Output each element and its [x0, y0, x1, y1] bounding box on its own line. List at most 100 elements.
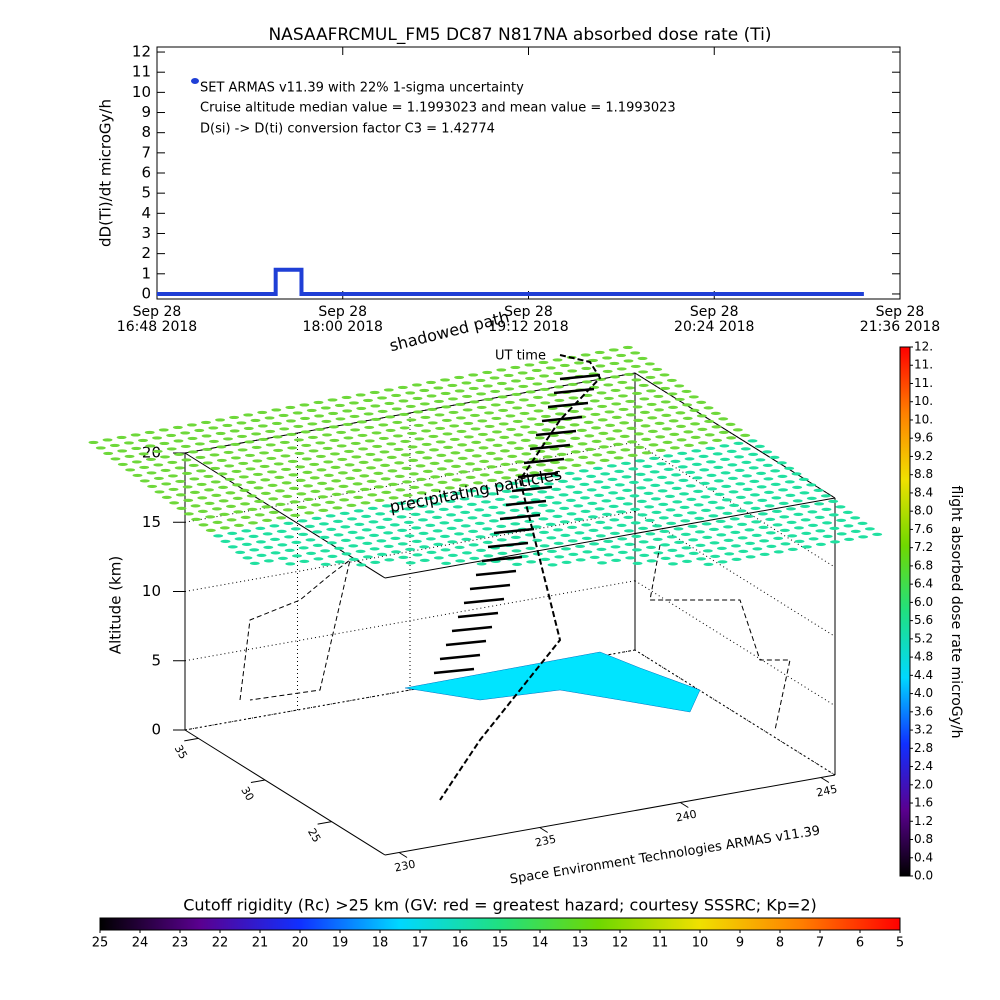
particle — [388, 496, 399, 500]
particle — [491, 430, 502, 434]
y-tick-label: 6 — [141, 164, 151, 182]
particle — [375, 512, 386, 516]
particle — [588, 528, 599, 532]
particle — [468, 373, 479, 377]
particle — [672, 513, 683, 517]
particle — [430, 475, 441, 479]
particle — [637, 513, 648, 517]
particle — [493, 457, 504, 461]
particle — [690, 435, 701, 439]
particle — [539, 387, 550, 392]
particle — [377, 396, 388, 400]
particle — [487, 478, 498, 482]
particle — [538, 360, 549, 365]
particle — [353, 509, 364, 513]
particle — [348, 401, 359, 405]
particle — [447, 540, 458, 544]
particle — [639, 410, 650, 415]
particle — [545, 366, 556, 370]
particle — [652, 381, 663, 385]
particle — [573, 517, 584, 521]
particle — [391, 407, 402, 411]
y-tick-label: 2 — [141, 244, 151, 262]
particle — [313, 400, 324, 405]
particle — [709, 541, 720, 545]
particle — [205, 528, 216, 532]
particle — [630, 364, 641, 369]
particle — [490, 389, 501, 394]
particle — [319, 535, 330, 539]
particle — [226, 504, 236, 509]
particle — [454, 545, 465, 549]
particle — [316, 468, 327, 472]
z-tick-label: 15 — [142, 513, 161, 531]
particle — [759, 539, 770, 543]
particle — [800, 504, 811, 508]
particle — [330, 465, 341, 470]
particle — [601, 512, 612, 516]
particle — [534, 422, 545, 427]
particle — [483, 397, 494, 402]
particle — [686, 497, 697, 501]
particle — [270, 551, 281, 555]
particle — [478, 446, 489, 450]
particle — [680, 532, 691, 536]
flight-segment — [499, 513, 541, 521]
particle — [176, 506, 187, 511]
particle — [476, 548, 487, 552]
particle — [131, 460, 142, 464]
particle — [624, 372, 635, 377]
particle — [625, 399, 636, 404]
particle — [307, 422, 318, 426]
particle — [503, 373, 514, 378]
x-tick-label: 245 — [815, 782, 838, 799]
particle — [642, 464, 653, 468]
particle — [604, 410, 615, 414]
particle — [511, 392, 522, 397]
particle — [700, 495, 711, 499]
particle — [714, 492, 725, 496]
particle — [468, 386, 479, 391]
particle — [323, 460, 334, 464]
particle — [384, 401, 395, 406]
particle — [431, 502, 442, 506]
particle — [713, 479, 724, 483]
particle — [490, 403, 501, 407]
particle — [356, 420, 367, 424]
particle — [763, 477, 774, 481]
particle — [532, 538, 543, 542]
annotation: precipitating particles — [388, 464, 563, 516]
particle — [682, 559, 693, 563]
particle — [568, 396, 579, 400]
particle — [829, 526, 840, 530]
particle — [554, 555, 565, 559]
flight-segment — [547, 401, 589, 409]
particle — [383, 531, 394, 535]
particle — [465, 475, 476, 479]
particle — [322, 446, 333, 451]
particle — [676, 438, 687, 442]
particle — [658, 502, 669, 506]
particle — [359, 474, 370, 478]
particle — [308, 449, 319, 453]
colorbar-tick-label: 12. — [914, 340, 933, 354]
particle — [298, 532, 309, 536]
particle — [473, 494, 484, 498]
particle — [474, 508, 485, 512]
particle — [265, 443, 276, 447]
particle — [343, 436, 354, 440]
particle — [279, 427, 290, 431]
flight-segment — [505, 499, 547, 507]
particle — [616, 353, 627, 358]
particle — [652, 524, 663, 528]
top-edge — [384, 497, 836, 579]
particle — [488, 505, 499, 509]
particle — [459, 497, 470, 501]
particle — [647, 416, 658, 420]
flight-segment — [529, 443, 571, 451]
particle — [173, 439, 184, 443]
particle — [368, 520, 379, 524]
flight-segment — [493, 527, 535, 535]
particle — [442, 432, 453, 436]
particle — [279, 440, 290, 445]
